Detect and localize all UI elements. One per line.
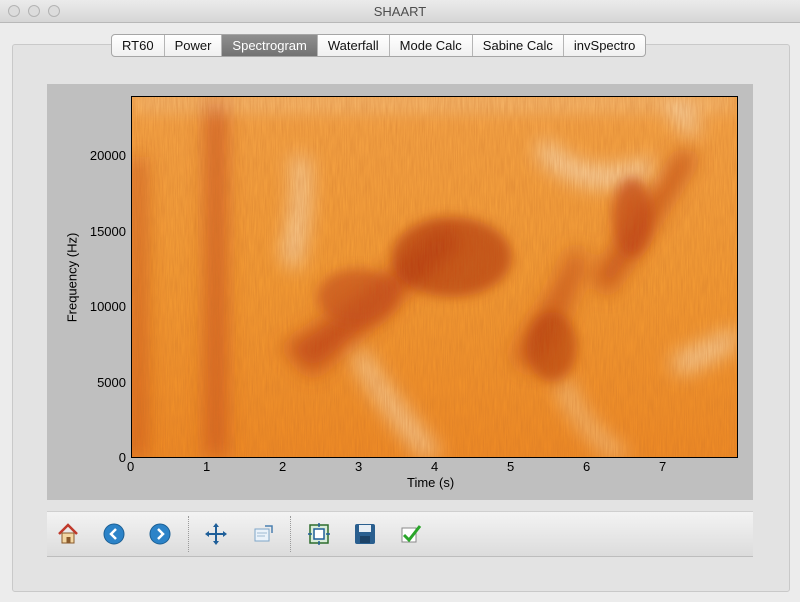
pan-button[interactable] <box>202 520 230 548</box>
x-axis-label: Time (s) <box>407 475 455 490</box>
tab-rt60[interactable]: RT60 <box>112 35 165 56</box>
y-axis-label: Frequency (Hz) <box>64 232 80 323</box>
tab-spectrogram[interactable]: Spectrogram <box>222 35 318 56</box>
zoom-icon <box>254 525 273 542</box>
x-tick-1: 1 <box>203 459 211 474</box>
close-window-button[interactable] <box>8 5 20 17</box>
tab-waterfall[interactable]: Waterfall <box>318 35 390 56</box>
x-tick-7: 7 <box>659 459 667 474</box>
apply-checkmark-icon <box>401 525 422 543</box>
home-button[interactable] <box>54 520 82 548</box>
zoom-button[interactable] <box>249 520 277 548</box>
y-tick-15000: 15000 <box>89 224 126 239</box>
forward-icon <box>149 523 171 545</box>
forward-button[interactable] <box>146 520 174 548</box>
minimize-window-button[interactable] <box>28 5 40 17</box>
toolbar-separator <box>290 516 291 552</box>
x-tick-0: 0 <box>127 459 135 474</box>
x-tick-6: 6 <box>583 459 591 474</box>
back-button[interactable] <box>100 520 128 548</box>
configure-subplots-button[interactable] <box>305 520 333 548</box>
y-tick-5000: 5000 <box>97 375 126 390</box>
x-tick-2: 2 <box>279 459 287 474</box>
x-tick-3: 3 <box>355 459 363 474</box>
toolbar-separator <box>188 516 189 552</box>
x-tick-4: 4 <box>431 459 439 474</box>
tab-mode-calc[interactable]: Mode Calc <box>390 35 473 56</box>
configure-subplots-icon <box>308 523 330 545</box>
tab-sabine-calc[interactable]: Sabine Calc <box>473 35 564 56</box>
pan-icon <box>205 523 227 545</box>
window-title: SHAART <box>373 4 427 19</box>
back-icon <box>103 523 125 545</box>
spectrogram-heatmap <box>132 97 737 457</box>
y-tick-0: 0 <box>118 450 126 465</box>
tab-bar: RT60 Power Spectrogram Waterfall Mode Ca… <box>111 34 647 57</box>
tab-power[interactable]: Power <box>165 35 223 56</box>
x-tick-5: 5 <box>507 459 515 474</box>
y-tick-10000: 10000 <box>89 299 126 314</box>
apply-button[interactable] <box>397 520 425 548</box>
titlebar: SHAART <box>0 0 800 23</box>
save-icon <box>355 524 375 544</box>
tab-invspectro[interactable]: invSpectro <box>573 38 636 53</box>
home-icon <box>58 523 78 544</box>
zoom-window-button[interactable] <box>48 5 60 17</box>
y-tick-20000: 20000 <box>89 148 126 163</box>
save-button[interactable] <box>351 520 379 548</box>
navigation-toolbar <box>47 511 753 557</box>
spectrogram-plot[interactable] <box>131 96 738 458</box>
